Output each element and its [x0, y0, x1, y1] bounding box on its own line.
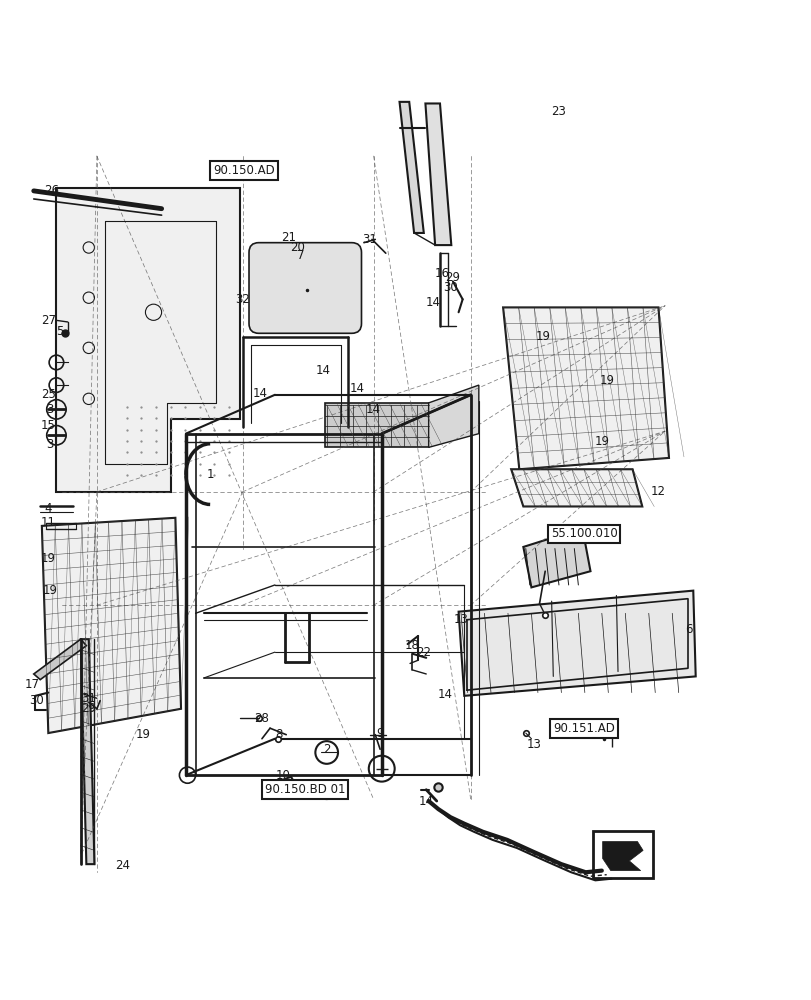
- Text: 14: 14: [252, 387, 268, 400]
- Text: 24: 24: [115, 859, 130, 872]
- Text: 2: 2: [323, 743, 330, 756]
- Text: 19: 19: [599, 374, 613, 387]
- Text: 14: 14: [366, 403, 380, 416]
- Text: 13: 13: [526, 738, 541, 751]
- Text: 11: 11: [41, 516, 56, 529]
- FancyBboxPatch shape: [249, 243, 361, 333]
- Text: 7: 7: [297, 249, 304, 262]
- Text: 15: 15: [41, 419, 56, 432]
- Text: 19: 19: [535, 330, 551, 343]
- Text: 16: 16: [435, 267, 449, 280]
- Polygon shape: [324, 403, 428, 447]
- Polygon shape: [425, 103, 451, 245]
- Text: 27: 27: [41, 314, 56, 327]
- Text: 31: 31: [362, 233, 376, 246]
- Text: 5: 5: [56, 325, 63, 338]
- Text: 8: 8: [275, 728, 282, 741]
- Polygon shape: [42, 518, 181, 733]
- Text: 29: 29: [81, 702, 97, 715]
- Text: 17: 17: [24, 678, 40, 691]
- Polygon shape: [523, 528, 590, 587]
- Text: 9: 9: [375, 727, 384, 740]
- Text: 55.100.010: 55.100.010: [550, 527, 616, 540]
- Text: 31: 31: [81, 692, 97, 705]
- Polygon shape: [511, 469, 642, 506]
- Text: 22: 22: [416, 646, 431, 659]
- Text: 19: 19: [42, 584, 58, 597]
- Text: 20: 20: [290, 241, 305, 254]
- Text: 19: 19: [41, 552, 56, 565]
- Text: 23: 23: [550, 105, 565, 118]
- Text: 26: 26: [44, 184, 59, 197]
- Text: 14: 14: [426, 296, 440, 309]
- Polygon shape: [503, 307, 668, 469]
- Text: 14: 14: [315, 364, 331, 377]
- Polygon shape: [34, 639, 86, 680]
- Polygon shape: [80, 639, 94, 864]
- Polygon shape: [399, 102, 423, 233]
- Text: 90.151.AD: 90.151.AD: [552, 722, 614, 735]
- Bar: [592, 831, 652, 878]
- Text: 30: 30: [443, 281, 457, 294]
- Polygon shape: [458, 591, 695, 696]
- Text: 90.150.AD: 90.150.AD: [213, 164, 275, 177]
- Text: 14: 14: [350, 382, 364, 395]
- Text: 21: 21: [281, 231, 296, 244]
- Text: 28: 28: [254, 712, 269, 725]
- Polygon shape: [56, 188, 240, 492]
- Text: 12: 12: [650, 485, 665, 498]
- Text: 6: 6: [684, 623, 692, 636]
- Text: 32: 32: [235, 293, 250, 306]
- Text: 19: 19: [594, 435, 608, 448]
- Text: 3: 3: [46, 403, 54, 416]
- Text: 14: 14: [418, 795, 433, 808]
- Polygon shape: [602, 841, 642, 871]
- Text: 10: 10: [275, 769, 290, 782]
- Text: 29: 29: [445, 271, 460, 284]
- Polygon shape: [428, 385, 478, 447]
- Text: 14: 14: [437, 688, 452, 701]
- Text: 13: 13: [453, 613, 468, 626]
- Text: 25: 25: [41, 388, 56, 401]
- Text: 1: 1: [206, 468, 213, 481]
- Text: 19: 19: [135, 728, 150, 741]
- Text: 30: 30: [29, 694, 45, 707]
- Text: 18: 18: [405, 639, 419, 652]
- Text: 3: 3: [46, 438, 54, 451]
- Text: 90.150.BD 01: 90.150.BD 01: [264, 783, 345, 796]
- Text: 4: 4: [45, 502, 52, 515]
